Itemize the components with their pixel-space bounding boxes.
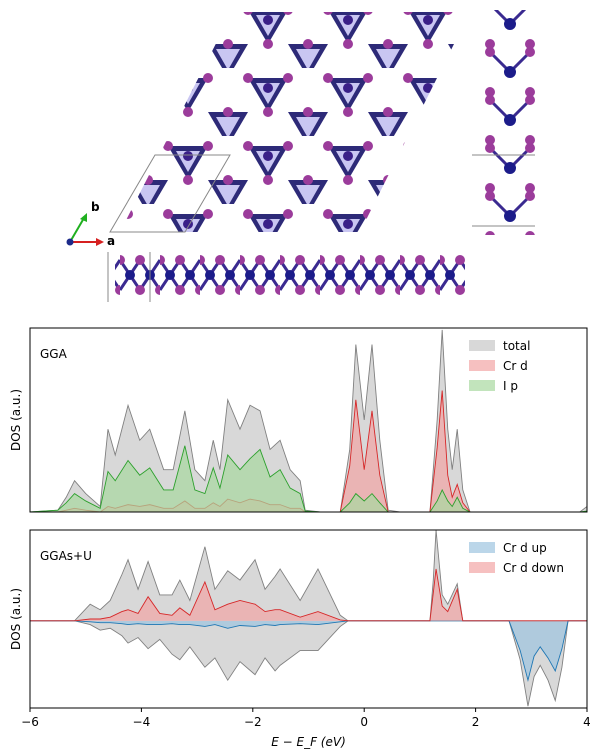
x-tick-label: 4 (583, 715, 590, 729)
arrow-head (80, 213, 87, 222)
legend-label: total (503, 339, 530, 353)
dos-line (30, 568, 587, 622)
top-view (120, 12, 470, 232)
legend-swatch (469, 562, 495, 573)
plot-frame (29, 327, 588, 513)
axis-c (66, 238, 74, 246)
axis-label: b (91, 200, 100, 214)
y-axis-label: DOS (a.u.) (9, 389, 23, 451)
dos-area (30, 530, 587, 621)
legend-swatch (469, 340, 495, 351)
dos-area (30, 445, 587, 512)
x-tick-label: 0 (360, 715, 368, 729)
crystal-structure: b a (66, 10, 535, 302)
panel-title: GGA (40, 347, 68, 361)
dos-area (30, 620, 587, 707)
dos-area (30, 329, 587, 512)
arrow-head (96, 238, 104, 246)
legend-swatch (469, 360, 495, 371)
legend-label: Cr d up (503, 541, 547, 555)
dos-area (30, 620, 587, 681)
dos-area (30, 390, 587, 512)
side-view (475, 10, 535, 235)
axis-b-arrow (69, 217, 85, 243)
unit-cell (109, 154, 231, 233)
legend-label: I p (503, 379, 518, 393)
y-axis-label: DOS (a.u.) (9, 588, 23, 650)
legend-swatch (469, 542, 495, 553)
bottom-view (115, 252, 465, 302)
axis-label: a (107, 234, 115, 248)
dos-line (29, 445, 588, 513)
x-tick-label: 2 (472, 715, 480, 729)
legend-label: Cr d down (503, 561, 564, 575)
x-tick-label: −4 (133, 715, 151, 729)
dos-line (30, 620, 587, 682)
dos-line (29, 329, 588, 513)
dos-line (30, 620, 587, 707)
panel-title: GGAs+U (40, 549, 92, 563)
x-axis-label: E − E_F (eV) (271, 735, 346, 749)
legend-label: Cr d (503, 359, 528, 373)
legend-swatch (469, 380, 495, 391)
plot-frame (29, 529, 588, 709)
x-tick-label: −6 (21, 715, 39, 729)
x-tick-label: −2 (244, 715, 262, 729)
